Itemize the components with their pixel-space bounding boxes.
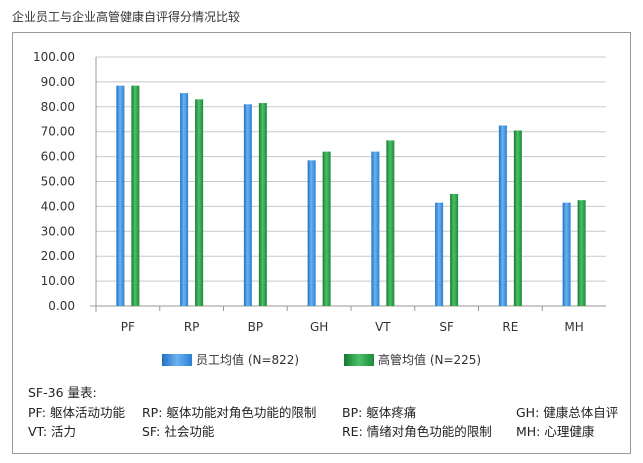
bar-executive-bp — [258, 103, 267, 306]
y-tick-label: 100.00 — [33, 50, 75, 64]
note-re: RE: 情绪对角色功能的限制 — [342, 424, 492, 439]
x-tick-label-vt: VT — [375, 320, 391, 334]
y-tick-label: 60.00 — [41, 150, 75, 164]
legend-item-employee: 员工均值 (N=822) — [162, 351, 299, 368]
note-mh: MH: 心理健康 — [516, 424, 595, 439]
bar-employee-sf — [435, 202, 444, 306]
y-tick-label: 10.00 — [41, 274, 75, 288]
y-tick-label: 20.00 — [41, 249, 75, 263]
legend-item-executive: 高管均值 (N=225) — [344, 351, 481, 368]
legend-label-employee: 员工均值 (N=822) — [196, 353, 300, 367]
note-rp: RP: 躯体功能对角色功能的限制 — [142, 405, 317, 420]
bar-executive-mh — [577, 200, 586, 306]
note-sf: SF: 社会功能 — [142, 424, 215, 439]
note-gh: GH: 健康总体自评 — [516, 405, 619, 420]
y-tick-label: 30.00 — [41, 224, 75, 238]
y-tick-label: 0.00 — [48, 299, 75, 313]
x-tick-label-gh: GH — [310, 320, 328, 334]
bar-employee-vt — [371, 151, 380, 306]
bar-executive-sf — [450, 193, 459, 306]
x-tick-label-bp: BP — [248, 320, 263, 334]
y-tick-label: 40.00 — [41, 199, 75, 213]
bar-executive-gh — [322, 151, 331, 306]
y-tick-label: 70.00 — [41, 125, 75, 139]
y-tick-label: 90.00 — [41, 75, 75, 89]
note-bp: BP: 躯体疼痛 — [342, 405, 417, 420]
bar-employee-rp — [180, 93, 189, 306]
page-title: 企业员工与企业高管健康自评得分情况比较 — [12, 10, 241, 24]
note-pf: PF: 躯体活动功能 — [28, 405, 125, 420]
x-tick-label-sf: SF — [439, 320, 454, 334]
bar-executive-rp — [195, 99, 204, 306]
y-tick-label: 80.00 — [41, 100, 75, 114]
x-tick-label-pf: PF — [121, 320, 135, 334]
bar-executive-re — [513, 130, 522, 306]
bar-employee-bp — [243, 104, 252, 306]
x-tick-label-mh: MH — [564, 320, 583, 334]
x-tick-label-re: RE — [502, 320, 518, 334]
x-tick-label-rp: RP — [184, 320, 200, 334]
bar-employee-pf — [116, 85, 125, 306]
note-vt: VT: 活力 — [28, 424, 76, 439]
bar-employee-gh — [307, 160, 316, 306]
notes-header: SF-36 量表: — [28, 385, 97, 400]
legend-label-executive: 高管均值 (N=225) — [378, 353, 482, 367]
y-tick-label: 50.00 — [41, 175, 75, 189]
legend-swatch-employee — [162, 353, 192, 366]
chart-frame — [12, 32, 631, 454]
bar-employee-re — [498, 125, 507, 306]
bar-executive-pf — [131, 85, 140, 306]
bar-executive-vt — [386, 140, 395, 306]
bar-employee-mh — [562, 202, 571, 306]
legend-swatch-executive — [344, 353, 374, 366]
